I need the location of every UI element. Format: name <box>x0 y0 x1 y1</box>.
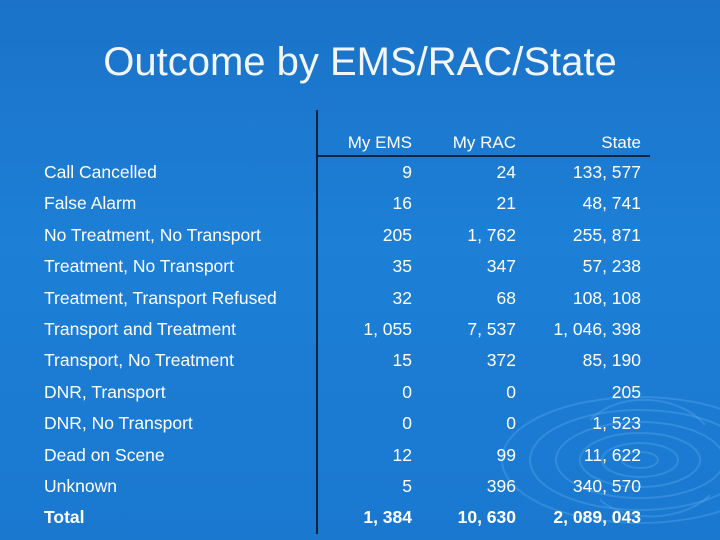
cell-my-ems: 35 <box>392 256 412 277</box>
slide-title: Outcome by EMS/RAC/State <box>103 40 617 84</box>
row-label: Transport and Treatment <box>44 318 236 339</box>
cell-state: 108, 108 <box>572 287 641 308</box>
cell-my-rac: 372 <box>486 350 516 371</box>
row-label: Dead on Scene <box>44 444 165 465</box>
cell-my-rac: 10, 630 <box>457 507 516 528</box>
cell-my-ems: 1, 384 <box>363 507 412 528</box>
cell-state: 48, 741 <box>582 193 641 214</box>
column-header-my-rac: My RAC <box>452 133 516 152</box>
cell-my-ems: 205 <box>382 224 412 245</box>
cell-state: 11, 622 <box>583 444 641 465</box>
column-divider-vertical <box>316 110 318 534</box>
cell-my-rac: 1, 762 <box>467 224 516 245</box>
cell-my-rac: 0 <box>506 381 516 402</box>
table-row: Unknown 5 396 340, 570 <box>0 471 720 502</box>
row-label: False Alarm <box>44 193 137 214</box>
cell-my-rac: 68 <box>496 287 516 308</box>
cell-my-rac: 21 <box>496 193 516 214</box>
row-label: No Treatment, No Transport <box>44 224 261 245</box>
table-row: Transport, No Treatment 15 372 85, 190 <box>0 345 720 376</box>
cell-state: 340, 570 <box>572 475 641 496</box>
cell-my-rac: 24 <box>496 162 516 182</box>
cell-my-ems: 15 <box>392 350 412 371</box>
cell-my-ems: 12 <box>392 444 412 465</box>
cell-state: 85, 190 <box>582 350 641 371</box>
cell-my-rac: 347 <box>486 256 516 277</box>
row-label: Call Cancelled <box>44 162 157 182</box>
table-row: Call Cancelled 9 24 133, 577 <box>0 157 720 188</box>
cell-my-rac: 7, 537 <box>467 318 516 339</box>
table-row: DNR, Transport 0 0 205 <box>0 377 720 408</box>
row-label: Total <box>44 507 85 528</box>
row-label: Transport, No Treatment <box>44 350 234 371</box>
cell-my-ems: 0 <box>402 381 412 402</box>
row-label: DNR, No Transport <box>44 413 193 434</box>
cell-my-rac: 99 <box>496 444 516 465</box>
outcome-table: Call Cancelled 9 24 133, 577 False Alarm… <box>0 157 720 534</box>
cell-state: 2, 089, 043 <box>553 507 641 528</box>
cell-state: 133, 577 <box>572 162 641 182</box>
cell-my-rac: 396 <box>486 475 516 496</box>
table-row: Transport and Treatment 1, 055 7, 537 1,… <box>0 314 720 345</box>
cell-state: 1, 046, 398 <box>553 318 641 339</box>
row-label: DNR, Transport <box>44 381 166 402</box>
cell-my-ems: 16 <box>392 193 412 214</box>
row-label: Unknown <box>44 475 117 496</box>
cell-my-ems: 1, 055 <box>363 318 412 339</box>
cell-my-ems: 5 <box>402 475 412 496</box>
table-row: Treatment, No Transport 35 347 57, 238 <box>0 251 720 282</box>
cell-my-ems: 9 <box>402 162 412 182</box>
cell-my-rac: 0 <box>506 413 516 434</box>
cell-state: 1, 523 <box>592 413 641 434</box>
table-row: DNR, No Transport 0 0 1, 523 <box>0 408 720 439</box>
cell-state: 57, 238 <box>582 256 641 277</box>
cell-state: 255, 871 <box>572 224 641 245</box>
table-row: Treatment, Transport Refused 32 68 108, … <box>0 283 720 314</box>
ripple-swirl-icon <box>501 396 720 524</box>
cell-my-ems: 0 <box>402 413 412 434</box>
row-label: Treatment, No Transport <box>44 256 234 277</box>
table-row-total: Total 1, 384 10, 630 2, 089, 043 <box>0 502 720 533</box>
cell-state: 205 <box>611 381 641 402</box>
cell-my-ems: 32 <box>392 287 412 308</box>
row-label: Treatment, Transport Refused <box>44 287 277 308</box>
header-divider-horizontal <box>316 155 650 157</box>
table-row: Dead on Scene 12 99 11, 622 <box>0 440 720 471</box>
table-row: No Treatment, No Transport 205 1, 762 25… <box>0 220 720 251</box>
column-header-my-ems: My EMS <box>347 133 412 152</box>
column-header-state: State <box>601 133 641 152</box>
table-row: False Alarm 16 21 48, 741 <box>0 188 720 219</box>
